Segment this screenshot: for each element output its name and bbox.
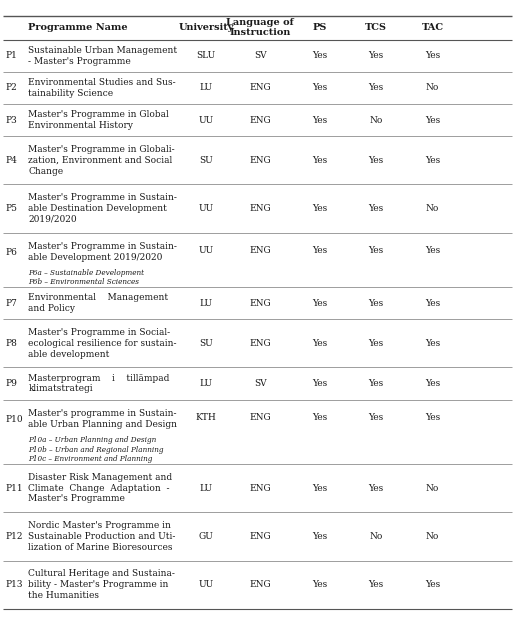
Text: UU: UU [198, 204, 214, 213]
Text: No: No [426, 484, 439, 493]
Text: P10: P10 [5, 415, 23, 423]
Text: Yes: Yes [368, 51, 384, 60]
Text: Yes: Yes [312, 413, 327, 422]
Text: P8: P8 [5, 339, 17, 348]
Text: LU: LU [199, 484, 213, 493]
Text: Yes: Yes [368, 413, 384, 422]
Text: KTH: KTH [196, 413, 216, 422]
Text: Master's Programme in Sustain-
able Destination Development
2019/2020: Master's Programme in Sustain- able Dest… [28, 193, 177, 224]
Text: LU: LU [199, 299, 213, 308]
Text: Master's programme in Sustain-
able Urban Planning and Design: Master's programme in Sustain- able Urba… [28, 409, 177, 429]
Text: No: No [426, 532, 439, 541]
Text: Yes: Yes [425, 339, 440, 348]
Text: ENG: ENG [249, 156, 271, 165]
Text: Yes: Yes [425, 299, 440, 308]
Text: SU: SU [199, 339, 213, 348]
Text: Cultural Heritage and Sustaina-
bility - Master's Programme in
the Humanities: Cultural Heritage and Sustaina- bility -… [28, 569, 175, 600]
Text: Yes: Yes [368, 299, 384, 308]
Text: LU: LU [199, 379, 213, 388]
Text: Programme Name: Programme Name [28, 23, 128, 32]
Text: ENG: ENG [249, 84, 271, 92]
Text: ENG: ENG [249, 484, 271, 493]
Text: Master's Programme in Globali-
zation, Environment and Social
Change: Master's Programme in Globali- zation, E… [28, 145, 175, 175]
Text: Yes: Yes [368, 484, 384, 493]
Text: Yes: Yes [368, 156, 384, 165]
Text: University: University [178, 23, 234, 32]
Text: P12: P12 [5, 532, 23, 541]
Text: SU: SU [199, 156, 213, 165]
Text: GU: GU [199, 532, 213, 541]
Text: Yes: Yes [312, 339, 327, 348]
Text: Yes: Yes [312, 115, 327, 125]
Text: Yes: Yes [368, 204, 384, 213]
Text: Yes: Yes [425, 413, 440, 422]
Text: ENG: ENG [249, 339, 271, 348]
Text: Yes: Yes [312, 156, 327, 165]
Text: ENG: ENG [249, 413, 271, 422]
Text: UU: UU [198, 115, 214, 125]
Text: Yes: Yes [312, 484, 327, 493]
Text: UU: UU [198, 246, 214, 255]
Text: SV: SV [254, 51, 266, 60]
Text: P13: P13 [5, 580, 23, 589]
Text: P3: P3 [5, 115, 17, 125]
Text: Disaster Risk Management and
Climate  Change  Adaptation  -
Master's Programme: Disaster Risk Management and Climate Cha… [28, 473, 173, 503]
Text: Yes: Yes [312, 299, 327, 308]
Text: Yes: Yes [425, 580, 440, 589]
Text: PS: PS [312, 23, 327, 32]
Text: P7: P7 [5, 299, 17, 308]
Text: Yes: Yes [368, 379, 384, 388]
Text: Yes: Yes [425, 379, 440, 388]
Text: ENG: ENG [249, 299, 271, 308]
Text: Yes: Yes [312, 51, 327, 60]
Text: Yes: Yes [425, 156, 440, 165]
Text: P11: P11 [5, 484, 23, 493]
Text: UU: UU [198, 580, 214, 589]
Text: Nordic Master's Programme in
Sustainable Production and Uti-
lization of Marine : Nordic Master's Programme in Sustainable… [28, 521, 176, 552]
Text: Yes: Yes [425, 246, 440, 255]
Text: TCS: TCS [365, 23, 387, 32]
Text: Environmental    Management
and Policy: Environmental Management and Policy [28, 293, 168, 313]
Text: P2: P2 [5, 84, 17, 92]
Text: Yes: Yes [312, 246, 327, 255]
Text: Language of
Instruction: Language of Instruction [226, 18, 294, 37]
Text: P6a – Sustainable Development
P6b – Environmental Sciences: P6a – Sustainable Development P6b – Envi… [28, 269, 144, 286]
Text: P10a – Urban Planning and Design
P10b – Urban and Regional Planning
P10c – Envir: P10a – Urban Planning and Design P10b – … [28, 436, 164, 463]
Text: Yes: Yes [312, 204, 327, 213]
Text: P4: P4 [5, 156, 17, 165]
Text: Yes: Yes [368, 339, 384, 348]
Text: P5: P5 [5, 204, 17, 213]
Text: Masterprogram    i    tillämpad
klimatstrategi: Masterprogram i tillämpad klimatstrategi [28, 374, 170, 394]
Text: Yes: Yes [368, 580, 384, 589]
Text: Yes: Yes [425, 115, 440, 125]
Text: Master's Programme in Social-
ecological resilience for sustain-
able developmen: Master's Programme in Social- ecological… [28, 328, 177, 358]
Text: No: No [369, 532, 383, 541]
Text: No: No [426, 204, 439, 213]
Text: Yes: Yes [368, 84, 384, 92]
Text: Master's Programme in Global
Environmental History: Master's Programme in Global Environment… [28, 110, 169, 130]
Text: Sustainable Urban Management
- Master's Programme: Sustainable Urban Management - Master's … [28, 46, 178, 66]
Text: P9: P9 [5, 379, 17, 388]
Text: Yes: Yes [312, 532, 327, 541]
Text: TAC: TAC [422, 23, 443, 32]
Text: SLU: SLU [196, 51, 216, 60]
Text: Yes: Yes [312, 84, 327, 92]
Text: ENG: ENG [249, 246, 271, 255]
Text: ENG: ENG [249, 532, 271, 541]
Text: Yes: Yes [312, 580, 327, 589]
Text: SV: SV [254, 379, 266, 388]
Text: ENG: ENG [249, 115, 271, 125]
Text: ENG: ENG [249, 580, 271, 589]
Text: P1: P1 [5, 51, 17, 60]
Text: ENG: ENG [249, 204, 271, 213]
Text: No: No [426, 84, 439, 92]
Text: No: No [369, 115, 383, 125]
Text: Environmental Studies and Sus-
tainability Science: Environmental Studies and Sus- tainabili… [28, 78, 176, 98]
Text: Yes: Yes [312, 379, 327, 388]
Text: P6: P6 [5, 247, 17, 257]
Text: Yes: Yes [368, 246, 384, 255]
Text: LU: LU [199, 84, 213, 92]
Text: Yes: Yes [425, 51, 440, 60]
Text: Master's Programme in Sustain-
able Development 2019/2020: Master's Programme in Sustain- able Deve… [28, 242, 177, 262]
